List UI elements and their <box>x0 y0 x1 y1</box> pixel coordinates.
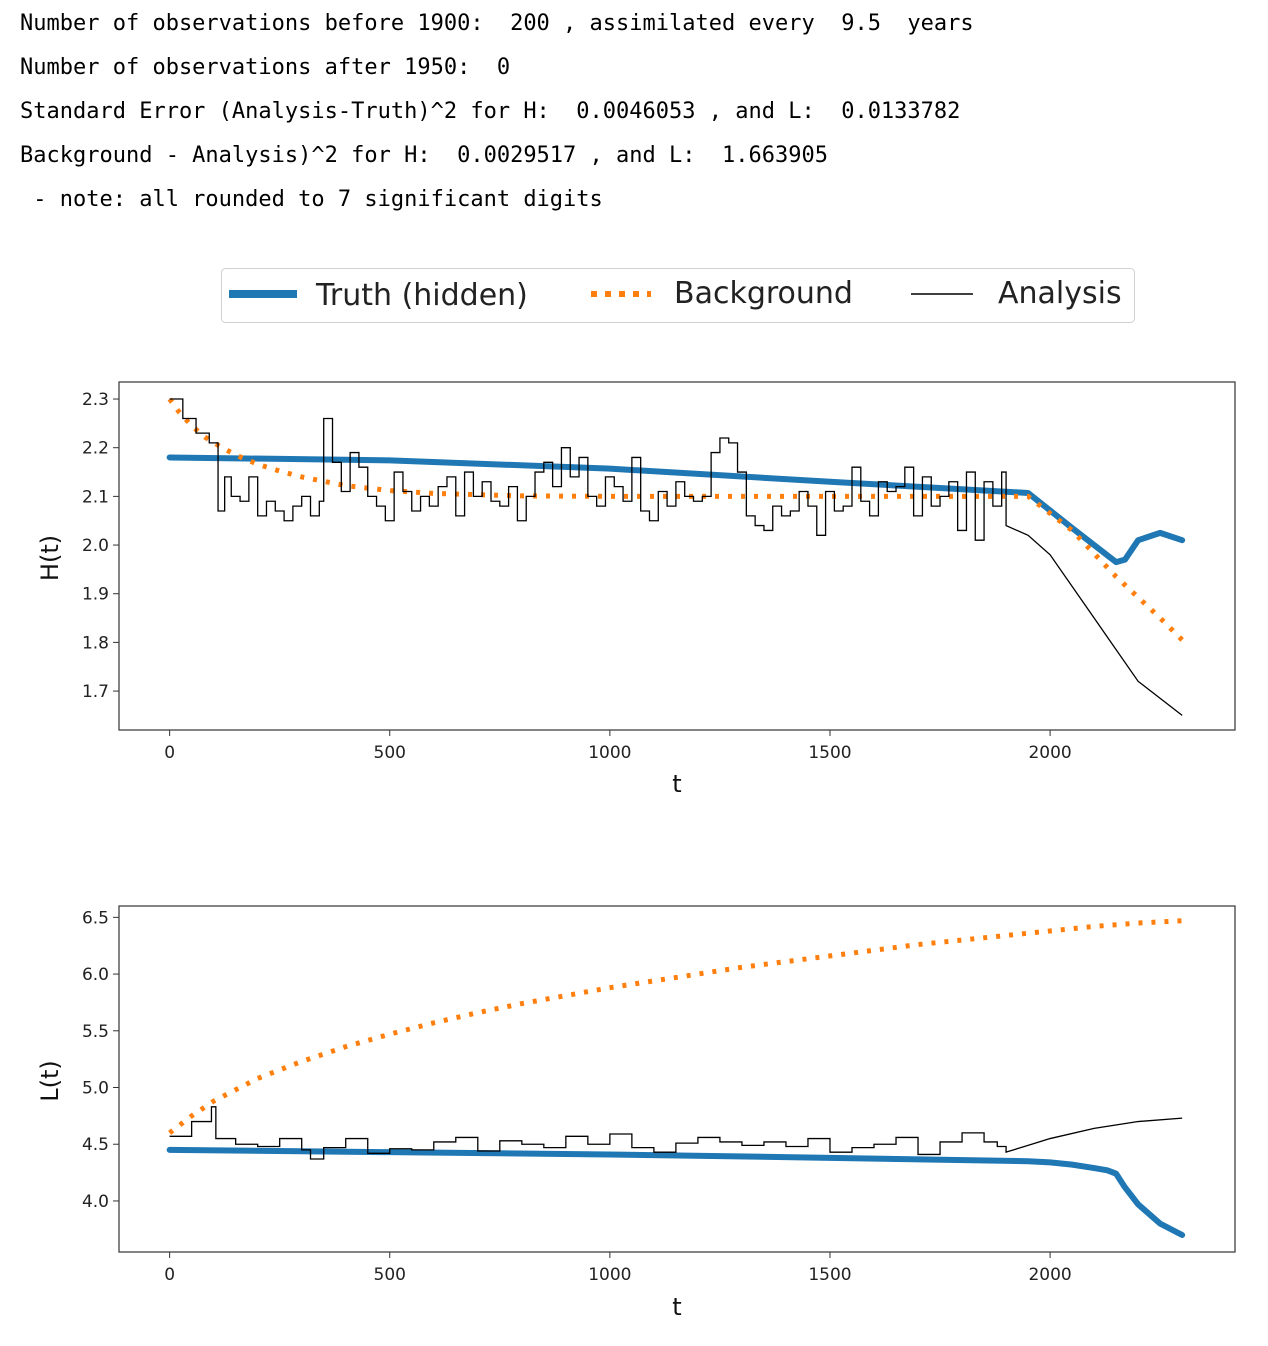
x-tick-label: 1000 <box>588 1265 631 1285</box>
chart-l-of-t: 0 500 1000 1500 2000 4.0 4.5 5.0 5.5 6.0 6.5 t L(t… <box>36 905 1236 1321</box>
plot-frame <box>118 905 1236 1253</box>
y-axis-label: L(t) <box>36 1060 64 1102</box>
y-tick-label: 5.0 <box>82 1079 109 1099</box>
output-line-observations-after: Number of observations after 1950: 0 <box>20 55 511 80</box>
x-tick-label: 1000 <box>588 743 631 763</box>
output-line-note: - note: all rounded to 7 significant dig… <box>20 187 603 212</box>
x-tick-label: 500 <box>374 743 406 763</box>
series-line-analysis <box>169 398 1183 716</box>
series-line-analysis <box>169 1106 1183 1160</box>
y-tick-label: 1.9 <box>82 585 109 605</box>
x-tick-label: 2000 <box>1028 1265 1071 1285</box>
legend-label-analysis: Analysis <box>998 276 1122 311</box>
y-tick-label: 6.0 <box>82 965 109 985</box>
y-tick-label: 2.1 <box>82 487 109 507</box>
x-tick-label: 1500 <box>808 743 851 763</box>
y-tick-label: 1.8 <box>82 633 109 653</box>
y-axis-label: H(t) <box>36 535 64 581</box>
y-tick-label: 2.2 <box>82 439 109 459</box>
cell-output-text: Number of observations before 1900: 200 … <box>20 8 974 228</box>
y-tick-label: 5.5 <box>82 1022 109 1042</box>
chart-legend: Truth (hidden) Background Analysis <box>221 268 1135 323</box>
x-axis-label: t <box>672 770 681 798</box>
y-tick-label: 4.5 <box>82 1135 109 1155</box>
series-line-background <box>168 918 1183 1135</box>
y-tick-label: 6.5 <box>82 908 109 928</box>
x-tick-label: 2000 <box>1028 743 1071 763</box>
x-tick-label: 500 <box>374 1265 406 1285</box>
output-line-background-analysis: Background - Analysis)^2 for H: 0.002951… <box>20 143 828 168</box>
series-line-truth <box>166 1146 1186 1238</box>
plot-frame <box>118 381 1236 731</box>
series-line-background <box>167 397 1184 642</box>
legend-label-background: Background <box>674 276 853 311</box>
output-line-observations-before: Number of observations before 1900: 200 … <box>20 11 974 36</box>
legend-label-truth: Truth (hidden) <box>315 278 528 313</box>
output-line-standard-error: Standard Error (Analysis-Truth)^2 for H:… <box>20 99 961 124</box>
legend-frame <box>221 268 1135 323</box>
y-tick-label: 2.0 <box>82 536 109 556</box>
y-tick-label: 2.3 <box>82 390 109 410</box>
x-axis-label: t <box>672 1293 681 1321</box>
x-tick-label: 0 <box>164 1265 175 1285</box>
x-tick-label: 1500 <box>808 1265 851 1285</box>
x-tick-label: 0 <box>164 743 175 763</box>
series-line-truth <box>166 454 1186 566</box>
y-tick-label: 4.0 <box>82 1192 109 1212</box>
y-tick-label: 1.7 <box>82 682 109 702</box>
